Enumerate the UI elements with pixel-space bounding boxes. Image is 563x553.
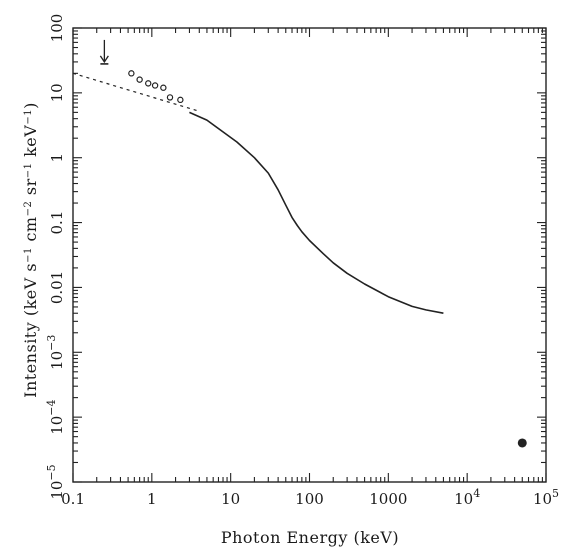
x-tick-label: 0.1: [61, 490, 85, 508]
y-axis-label: Intensity (keV s−1 cm−2 sr−1 keV−1): [21, 102, 40, 398]
data-point-open: [128, 70, 135, 77]
data-point-open: [177, 96, 184, 104]
x-tick-label: 105: [533, 487, 559, 508]
series-line-solid: [189, 111, 444, 314]
x-tick-label: 1000: [369, 490, 407, 508]
plot-area: [72, 27, 547, 483]
y-tick-label: 0.1: [48, 211, 66, 235]
x-tick-label: 10: [221, 490, 240, 508]
y-tick-label: 1: [48, 153, 66, 163]
y-tick-label: 10−5: [45, 464, 66, 499]
y-tick-label: 10−4: [45, 399, 66, 434]
y-tick-label: 0.01: [48, 271, 66, 304]
data-point-open: [166, 94, 174, 101]
data-point-filled: [517, 438, 527, 448]
plot-frame: [72, 27, 547, 483]
x-axis-label: Photon Energy (keV): [221, 528, 399, 547]
series-layer: [72, 39, 527, 448]
upper-limit-arrow: [99, 39, 109, 65]
data-point-open: [136, 76, 143, 83]
series-line-dashed: [72, 72, 200, 112]
x-tick-label: 104: [454, 487, 480, 508]
y-tick-label: 10−3: [45, 335, 66, 370]
data-point-open: [151, 82, 159, 89]
tick-labels: 0.1 1 10 100 1000 104 105 100 10 1 0.1 0.01 10−3 10−4…: [45, 14, 559, 508]
y-tick-label: 100: [48, 14, 66, 43]
x-tick-label: 1: [147, 490, 157, 508]
y-tick-label: 10: [48, 83, 66, 102]
data-point-open: [145, 80, 152, 87]
ticks: [72, 27, 547, 483]
x-tick-label: 100: [295, 490, 324, 508]
data-point-open: [160, 84, 167, 91]
